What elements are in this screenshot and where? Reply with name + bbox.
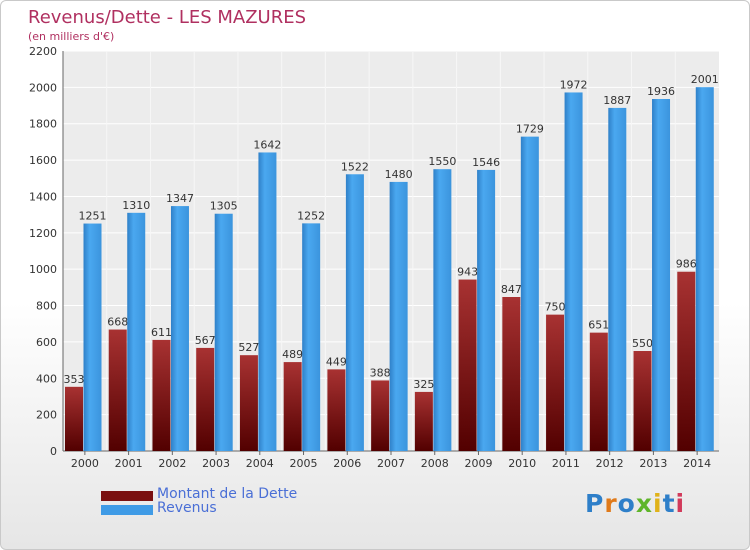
x-tick-label: 2008 <box>421 457 449 470</box>
data-label-revenus: 1522 <box>341 160 369 173</box>
data-label-revenus: 1305 <box>210 200 238 213</box>
y-tick-label: 1400 <box>29 190 57 203</box>
bar-debt <box>677 271 696 451</box>
data-label-debt: 325 <box>413 378 434 391</box>
data-label-revenus: 2001 <box>691 73 719 86</box>
x-tick-label: 2003 <box>202 457 230 470</box>
data-label-debt: 489 <box>282 348 303 361</box>
bar-revenus <box>127 212 146 451</box>
x-tick-label: 2011 <box>552 457 580 470</box>
x-tick-label: 2001 <box>115 457 143 470</box>
bar-debt <box>502 297 521 451</box>
bar-revenus <box>258 152 277 452</box>
y-tick-label: 600 <box>36 336 57 349</box>
chart-subtitle: (en milliers d'€) <box>28 30 115 43</box>
x-tick-label: 2012 <box>596 457 624 470</box>
bar-revenus <box>433 169 452 451</box>
y-tick-label: 1000 <box>29 263 57 276</box>
y-tick-label: 1600 <box>29 154 57 167</box>
bar-revenus <box>389 181 408 451</box>
data-label-debt: 550 <box>632 337 653 350</box>
data-label-revenus: 1252 <box>297 209 325 222</box>
data-label-revenus: 1310 <box>122 199 150 212</box>
x-tick-label: 2010 <box>508 457 536 470</box>
bar-debt <box>239 355 258 451</box>
x-tick-label: 2005 <box>290 457 318 470</box>
y-tick-label: 1200 <box>29 227 57 240</box>
data-label-revenus: 1887 <box>603 94 631 107</box>
data-label-debt: 750 <box>545 301 566 314</box>
legend-label-revenus: Revenus <box>157 500 217 516</box>
x-tick-label: 2000 <box>71 457 99 470</box>
bar-revenus <box>345 174 364 452</box>
bar-debt <box>414 391 433 451</box>
bar-revenus <box>608 107 627 451</box>
bar-revenus <box>564 92 583 452</box>
data-label-revenus: 1251 <box>79 210 107 223</box>
data-label-debt: 611 <box>151 326 172 339</box>
bar-revenus <box>83 223 102 451</box>
bar-debt <box>458 279 477 451</box>
x-tick-label: 2006 <box>333 457 361 470</box>
y-tick-label: 0 <box>50 445 57 458</box>
bar-revenus <box>477 169 496 451</box>
bar-debt <box>327 369 346 451</box>
data-label-revenus: 1972 <box>560 78 588 91</box>
bar-revenus <box>520 136 539 452</box>
data-label-debt: 388 <box>370 366 391 379</box>
bar-revenus <box>652 99 671 451</box>
data-label-debt: 668 <box>107 316 128 329</box>
data-label-debt: 943 <box>457 266 478 279</box>
data-label-revenus: 1642 <box>253 138 281 151</box>
x-tick-label: 2009 <box>464 457 492 470</box>
chart-title: Revenus/Dette - LES MAZURES <box>28 7 307 28</box>
x-tick-label: 2013 <box>639 457 667 470</box>
data-label-debt: 449 <box>326 355 347 368</box>
bar-debt <box>546 314 565 451</box>
data-label-revenus: 1936 <box>647 85 675 98</box>
bar-revenus <box>695 87 714 451</box>
data-label-revenus: 1550 <box>428 155 456 168</box>
x-tick-label: 2014 <box>683 457 711 470</box>
bar-revenus <box>170 206 189 451</box>
x-tick-label: 2004 <box>246 457 274 470</box>
data-label-debt: 527 <box>238 341 259 354</box>
y-tick-label: 1800 <box>29 118 57 131</box>
data-label-debt: 353 <box>64 373 85 386</box>
legend-swatch-debt <box>101 491 153 501</box>
legend-swatch-revenus <box>101 505 153 515</box>
proxiti-logo: Proxiti <box>585 489 686 518</box>
data-label-debt: 651 <box>588 319 609 332</box>
bar-revenus <box>214 213 233 451</box>
y-tick-label: 2200 <box>29 45 57 58</box>
x-tick-label: 2002 <box>158 457 186 470</box>
bar-debt <box>589 332 608 451</box>
x-tick-label: 2007 <box>377 457 405 470</box>
y-tick-label: 400 <box>36 372 57 385</box>
data-label-debt: 986 <box>676 258 697 271</box>
bar-debt <box>108 329 127 451</box>
data-label-debt: 847 <box>501 283 522 296</box>
data-label-revenus: 1546 <box>472 156 500 169</box>
y-tick-label: 2000 <box>29 81 57 94</box>
data-label-revenus: 1729 <box>516 123 544 136</box>
bar-chart: 0 200 400 600 800 1000 1200 1400 1600 1800 2000 220… <box>29 45 719 470</box>
bar-debt <box>283 362 302 451</box>
bar-debt <box>65 386 83 451</box>
data-label-debt: 567 <box>195 334 216 347</box>
y-tick-label: 200 <box>36 409 57 422</box>
data-label-revenus: 1347 <box>166 192 194 205</box>
data-label-revenus: 1480 <box>385 168 413 181</box>
bar-debt <box>633 351 652 451</box>
bar-debt <box>196 347 215 451</box>
legend-label-debt: Montant de la Dette <box>157 486 298 502</box>
bar-debt <box>152 339 171 451</box>
bar-debt <box>371 380 390 451</box>
bar-revenus <box>302 223 321 451</box>
y-tick-label: 800 <box>36 300 57 313</box>
